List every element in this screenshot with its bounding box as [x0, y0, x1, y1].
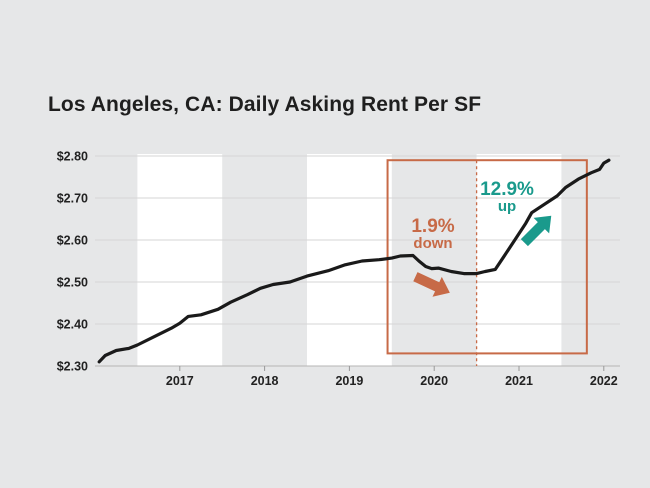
annotation-down-value: 1.9%: [411, 216, 454, 237]
x-tick-label: 2022: [590, 374, 618, 388]
annotations: 1.9%down 12.9%up: [411, 179, 552, 297]
arrow-down-shape: [413, 272, 450, 297]
highlight-box: [386, 159, 588, 355]
annotation-up-label: up: [498, 198, 516, 215]
y-tick-label: $2.80: [57, 150, 88, 164]
y-axis-ticks: $2.80 $2.70 $2.60 $2.50 $2.40 $2.30: [57, 150, 88, 374]
y-tick-label: $2.40: [57, 318, 88, 332]
arrow-up-icon: [520, 215, 552, 247]
x-tick-label: 2018: [251, 374, 279, 388]
y-tick-label: $2.70: [57, 192, 88, 206]
year-bands: [137, 154, 562, 366]
x-tick-label: 2019: [335, 374, 363, 388]
x-tick-label: 2020: [420, 374, 448, 388]
highlight-region: [386, 159, 588, 366]
series: [97, 158, 611, 364]
y-tick-label: $2.50: [57, 276, 88, 290]
x-axis-ticks: 2017 2018 2019 2020 2021 2022: [95, 365, 620, 388]
y-tick-label: $2.30: [57, 360, 88, 374]
year-band: [476, 154, 562, 366]
x-tick-label: 2017: [166, 374, 194, 388]
year-band: [137, 154, 223, 366]
annotation-up-value: 12.9%: [480, 179, 534, 200]
series-line: [97, 158, 611, 364]
x-tick-label: 2021: [505, 374, 533, 388]
annotation-down-label: down: [413, 235, 452, 252]
arrow-down-icon: [413, 272, 450, 297]
chart-title: Los Angeles, CA: Daily Asking Rent Per S…: [48, 93, 482, 116]
arrow-up-shape: [520, 215, 552, 247]
y-tick-label: $2.60: [57, 234, 88, 248]
